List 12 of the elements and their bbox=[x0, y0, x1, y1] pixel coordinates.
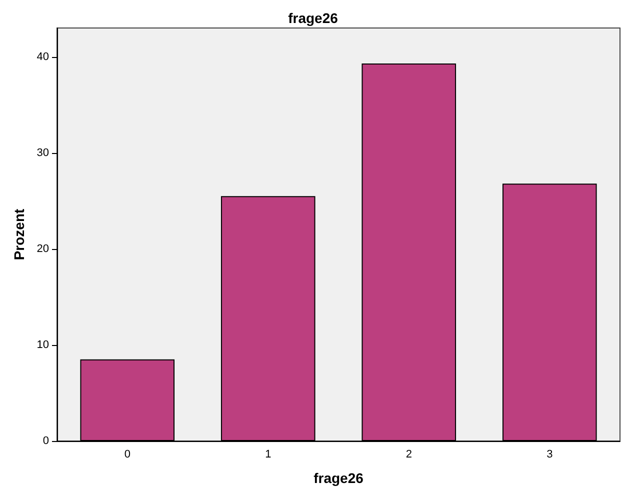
y-axis-title: Prozent bbox=[10, 208, 27, 260]
y-tick-label: 20 bbox=[36, 242, 49, 255]
x-axis-title: frage26 bbox=[314, 470, 364, 486]
x-tick-label: 3 bbox=[546, 448, 553, 460]
chart-title: frage26 bbox=[288, 10, 338, 26]
y-tick-label: 0 bbox=[42, 435, 49, 447]
x-tick-label: 2 bbox=[406, 448, 412, 460]
y-tick-label: 10 bbox=[36, 338, 49, 351]
x-tick-label: 1 bbox=[265, 448, 272, 460]
y-tick-label: 40 bbox=[36, 50, 49, 63]
y-tick-label: 30 bbox=[36, 146, 49, 159]
x-tick-label: 0 bbox=[124, 448, 130, 460]
